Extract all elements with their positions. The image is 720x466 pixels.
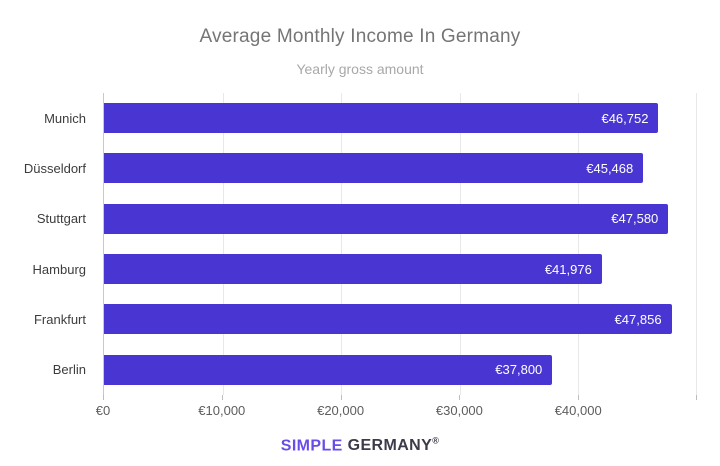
bar-value-label: €47,580 (611, 211, 659, 227)
gridline (222, 93, 224, 395)
x-tick-mark (696, 395, 697, 400)
gridline (341, 93, 343, 395)
category-label: Düsseldorf (23, 160, 86, 176)
bar-row: €41,976 (104, 244, 697, 294)
x-tick-mark (103, 395, 104, 400)
chart-subtitle: Yearly gross amount (296, 61, 424, 77)
bar: €41,976 (104, 254, 602, 285)
bar-value-label: €47,856 (614, 311, 662, 327)
bar: €46,752 (104, 103, 659, 134)
x-tick-mark (459, 395, 461, 400)
category-label: Stuttgart (36, 211, 86, 227)
bar-value-label: €45,468 (586, 160, 634, 176)
brand-simple: SIMPLE (280, 437, 343, 455)
category-label: Berlin (52, 362, 86, 378)
x-tick-mark (340, 395, 342, 400)
bar-value-label: €46,752 (601, 110, 649, 126)
bar-row: €37,800 (104, 345, 697, 395)
gridline (696, 93, 697, 395)
y-axis-labels: Munich Düsseldorf Stuttgart Hamburg Frankfur… (0, 93, 95, 395)
bar: €47,580 (104, 203, 669, 234)
bar-value-label: €41,976 (544, 261, 592, 277)
registered-mark: ® (432, 436, 440, 446)
bar-rows: €46,752 €45,468 €47,580 €41,976 €47,856 €37,8… (104, 93, 697, 395)
x-tick-label: €40,000 (554, 403, 602, 418)
bar-row: €45,468 (104, 143, 697, 193)
x-tick-label: €0 (95, 403, 111, 418)
x-tick-mark (578, 395, 580, 400)
x-tick-label: €20,000 (317, 403, 365, 418)
brand-logo: SIMPLE GERMANY® (0, 436, 720, 455)
plot-area: €46,752 €45,468 €47,580 €41,976 €47,856 €37,8… (103, 93, 697, 395)
gridline (459, 93, 461, 395)
x-tick-mark (221, 395, 223, 400)
bar-row: €46,752 (104, 93, 697, 143)
bar-row: €47,580 (104, 194, 697, 244)
x-tick-label: €30,000 (435, 403, 483, 418)
brand-germany: GERMANY® (347, 436, 440, 455)
bar: €37,800 (104, 354, 553, 385)
category-label: Hamburg (32, 261, 86, 277)
gridline (578, 93, 580, 395)
bar: €47,856 (104, 304, 672, 335)
chart-title: Average Monthly Income In Germany (199, 26, 521, 47)
bar: €45,468 (104, 153, 644, 184)
category-label: Frankfurt (33, 311, 86, 327)
bar-value-label: €37,800 (495, 362, 543, 378)
bar-row: €47,856 (104, 294, 697, 344)
x-tick-label: €10,000 (198, 403, 246, 418)
category-label: Munich (44, 110, 86, 126)
